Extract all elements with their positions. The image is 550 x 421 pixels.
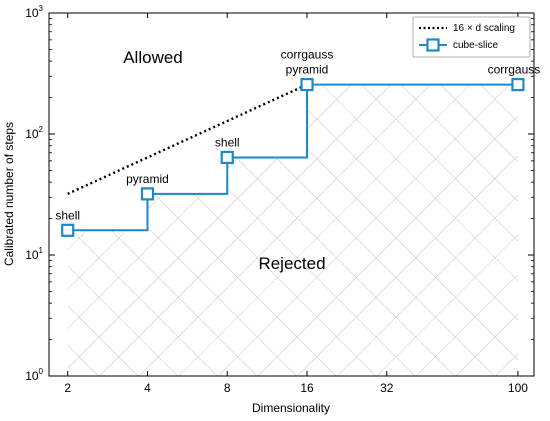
point-label: shell bbox=[55, 208, 80, 222]
y-axis-ticks: 100 101 102 103 bbox=[25, 4, 534, 383]
legend-label-scaling: 16 × d scaling bbox=[453, 23, 515, 34]
point-label: pyramid bbox=[286, 63, 329, 77]
y-tick-label: 102 bbox=[25, 125, 43, 141]
y-axis-title: Calibrated number of steps bbox=[2, 122, 16, 266]
plot-frame bbox=[48, 12, 535, 377]
cube-slice-marker bbox=[300, 78, 314, 92]
rejected-hatch-fill bbox=[67, 84, 518, 376]
region-label-allowed: Allowed bbox=[123, 48, 183, 67]
legend-swatch-cube-slice-marker bbox=[426, 38, 440, 52]
cube-slice-marker bbox=[140, 187, 155, 201]
point-label: shell bbox=[215, 135, 240, 149]
cube-slice-marker bbox=[511, 78, 525, 92]
x-tick-label: 16 bbox=[300, 381, 314, 395]
y-tick-label: 100 bbox=[25, 367, 43, 383]
y-tick-label: 103 bbox=[25, 4, 43, 20]
series-layer bbox=[61, 78, 525, 237]
cube-slice-marker bbox=[220, 150, 234, 165]
scaling-line bbox=[67, 83, 308, 195]
y-tick-label: 101 bbox=[25, 246, 43, 262]
cube-slice-step-line bbox=[67, 83, 518, 232]
scaling-line-layer bbox=[67, 83, 308, 195]
region-label-rejected: Rejected bbox=[258, 254, 325, 273]
x-tick-label: 100 bbox=[508, 381, 528, 395]
x-tick-label: 8 bbox=[224, 381, 231, 395]
legend: 16 × d scaling cube-slice bbox=[412, 16, 531, 58]
x-tick-label: 2 bbox=[64, 381, 71, 395]
x-axis-title: Dimensionality bbox=[252, 401, 330, 415]
legend-label-cube-slice: cube-slice bbox=[453, 40, 498, 51]
x-tick-label: 32 bbox=[380, 381, 394, 395]
point-label: corrgauss bbox=[488, 63, 541, 77]
rejected-region bbox=[67, 84, 518, 376]
x-axis-ticks: 2 4 8 16 32 100 bbox=[64, 13, 528, 395]
point-label: pyramid bbox=[126, 172, 169, 186]
x-tick-label: 4 bbox=[144, 381, 151, 395]
point-label: corrgauss bbox=[281, 48, 334, 62]
cube-slice-marker bbox=[61, 223, 75, 237]
